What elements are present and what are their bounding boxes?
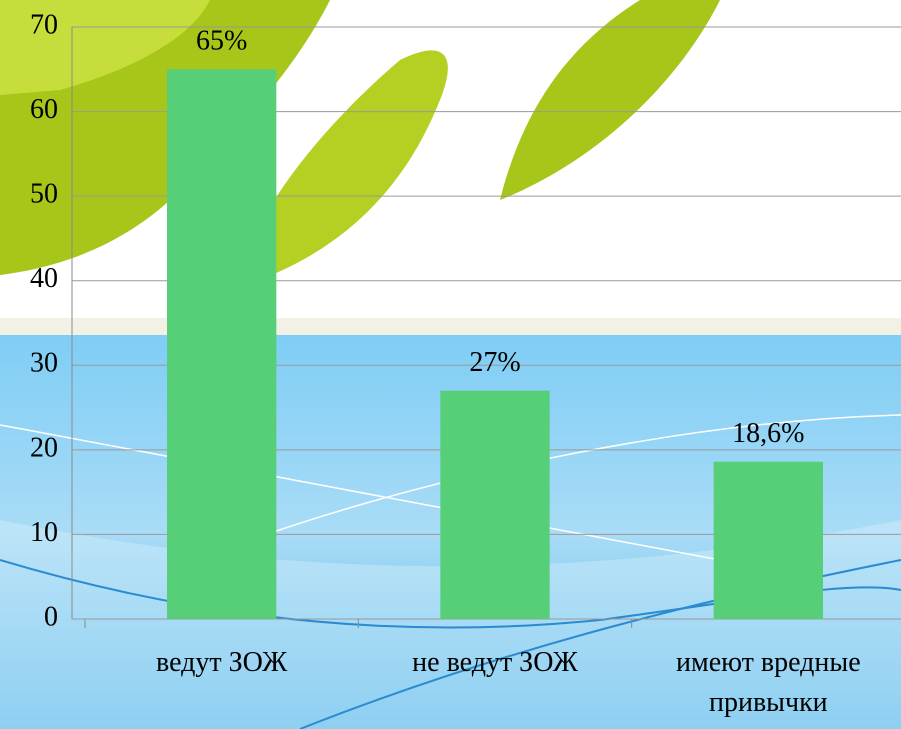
chart: 0 10 20 30 40 50 60 70 65% 27% 18,6% <box>0 0 901 729</box>
bar <box>440 391 549 619</box>
data-label: 27% <box>469 347 520 378</box>
data-label: 18,6% <box>732 418 804 449</box>
data-label: 65% <box>196 26 247 57</box>
y-tick-label: 30 <box>30 348 58 379</box>
y-tick-label: 40 <box>30 263 58 294</box>
y-tick-label: 10 <box>30 517 58 548</box>
bar <box>714 462 823 619</box>
y-tick-label: 50 <box>30 179 58 210</box>
bar <box>167 69 276 619</box>
y-tick-label: 70 <box>30 9 58 40</box>
y-tick-label: 20 <box>30 432 58 463</box>
x-tick-label: ведут ЗОЖ <box>97 643 347 683</box>
x-tick-label: имеют вредные привычки <box>643 643 893 723</box>
x-tick-label: не ведут ЗОЖ <box>370 643 620 683</box>
page: 0 10 20 30 40 50 60 70 65% 27% 18,6% ведут ЗОЖ не в… <box>0 0 901 729</box>
y-tick-label: 0 <box>44 601 58 632</box>
y-tick-label: 60 <box>30 94 58 125</box>
